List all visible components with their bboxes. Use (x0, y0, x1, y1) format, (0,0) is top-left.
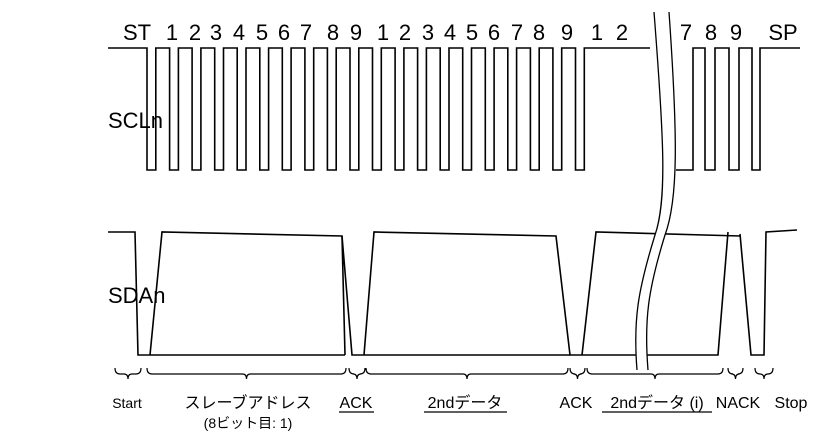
segment-brace (586, 367, 724, 380)
bit-label: 1 (591, 20, 603, 45)
segment-brace (146, 367, 347, 380)
segment-brace (569, 367, 586, 380)
segment-brace (365, 367, 569, 380)
omission-break-mark (635, 11, 676, 371)
bit-label-start: ST (123, 20, 151, 45)
bit-label: 1 (377, 20, 389, 45)
bit-label: 8 (327, 20, 339, 45)
bit-label: 9 (561, 20, 573, 45)
sda-segment (341, 235, 346, 356)
sda-segment (581, 231, 741, 356)
bit-label: 4 (444, 20, 456, 45)
bit-label: 9 (730, 20, 742, 45)
bit-label: 8 (533, 20, 545, 45)
bit-label: 7 (300, 20, 312, 45)
bit-label: 7 (511, 20, 523, 45)
bit-label: 6 (488, 20, 500, 45)
data-i-label: 2ndデータ (i) (610, 393, 703, 412)
bit-label: 8 (705, 20, 717, 45)
sda-segment (108, 231, 150, 356)
start-label: Start (112, 395, 142, 411)
scl-signal-label: SCLn (108, 108, 163, 133)
bit-label: 7 (680, 20, 692, 45)
bit-label: 4 (233, 20, 245, 45)
bit-label: 1 (166, 20, 178, 45)
sda-segment (739, 229, 798, 356)
bit-label: 3 (422, 20, 434, 45)
bit-label-stop: SP (768, 20, 797, 45)
data2-label: 2ndデータ (428, 393, 503, 412)
sda-segment (363, 231, 582, 356)
stop-label: Stop (775, 395, 808, 412)
bit-label: 2 (189, 20, 201, 45)
ack-label-1: ACK (340, 395, 373, 412)
bit-label: 3 (210, 20, 222, 45)
sda-waveform (108, 229, 798, 356)
nack-label: NACK (716, 395, 761, 412)
bit-label: 6 (278, 20, 290, 45)
scl-waveform (108, 47, 800, 171)
ack-label-2: ACK (560, 395, 593, 412)
slave-address-label: スレーブアドレス (184, 393, 311, 412)
segment-braces (114, 367, 774, 380)
bit-label: 2 (399, 20, 411, 45)
bit-label: 9 (350, 20, 362, 45)
sda-segment (149, 231, 364, 356)
bit-label: 5 (466, 20, 478, 45)
bit-label: 5 (256, 20, 268, 45)
segment-brace (727, 367, 744, 380)
bit-label: 2 (616, 20, 628, 45)
segment-brace (754, 367, 774, 380)
segment-brace (348, 367, 366, 380)
segment-brace (114, 367, 142, 380)
slave-address-note: (8ビット目: 1) (204, 415, 293, 431)
sda-segment (582, 231, 729, 356)
